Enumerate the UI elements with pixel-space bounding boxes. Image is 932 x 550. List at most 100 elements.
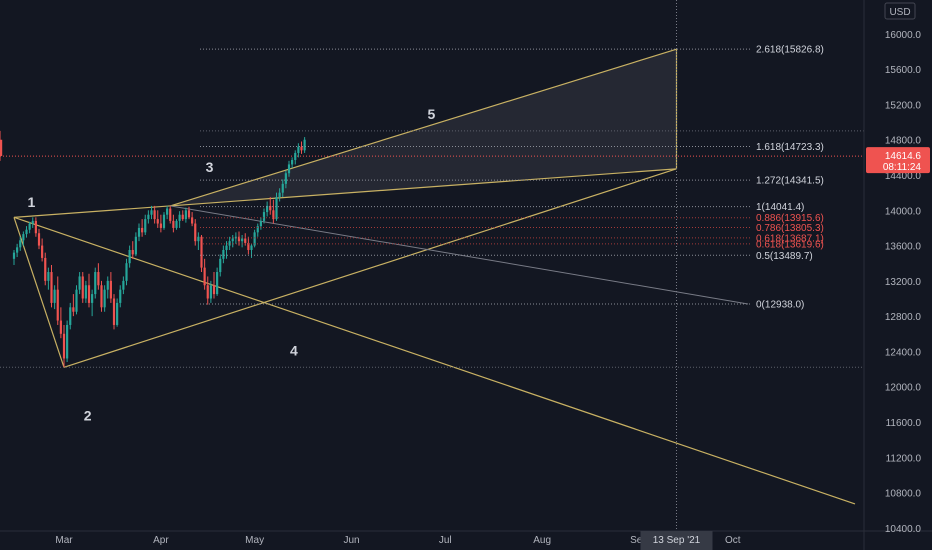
time-tick-label: Mar: [55, 535, 73, 546]
fib-level-label: 0.618(13619.6): [756, 239, 824, 250]
candle: [237, 231, 241, 246]
candle: [47, 267, 50, 290]
candle: [50, 264, 53, 308]
fib-level-label: 2.618(15826.8): [756, 45, 824, 56]
candle: [44, 252, 47, 286]
candle: [19, 236, 22, 251]
svg-text:13 Sep '21: 13 Sep '21: [653, 535, 701, 546]
candle: [266, 201, 269, 217]
candle: [247, 236, 250, 255]
candle: [287, 160, 291, 177]
wave-label: 2: [84, 408, 92, 424]
candle: [116, 298, 119, 327]
time-tick-label: Oct: [725, 535, 741, 546]
candle: [253, 229, 256, 248]
price-tick-label: 10400.0: [885, 524, 922, 535]
candle: [219, 254, 222, 277]
fib-level-label: 0.5(13489.7): [756, 251, 813, 262]
candle: [41, 238, 44, 262]
fib-level-label: 0.886(13915.6): [756, 213, 824, 224]
fib-level-label: 0(12938.0): [756, 299, 804, 310]
candle: [241, 234, 244, 248]
fib-overlap-label: 0.618(13687.1): [756, 233, 824, 244]
wave-labels-layer: 1 2 3 4 5: [27, 106, 435, 424]
fib-level-label: 1(14041.4): [756, 202, 804, 213]
candle: [112, 294, 116, 330]
price-tick-label: 12800.0: [885, 312, 922, 323]
trendline-3-fib0[interactable]: [170, 205, 749, 305]
time-tick-label: Apr: [153, 535, 169, 546]
candle: [0, 137, 3, 161]
candle: [291, 157, 294, 168]
last-price-badge: 14614.608:11:24: [866, 147, 930, 174]
candle: [184, 207, 187, 223]
price-tick-label: 14400.0: [885, 171, 922, 182]
candle: [91, 289, 94, 317]
candle: [103, 285, 106, 312]
candle: [166, 205, 169, 220]
candle: [275, 192, 278, 221]
candle: [156, 210, 159, 228]
candle: [12, 249, 16, 265]
candle: [28, 221, 31, 234]
candle: [31, 217, 34, 228]
trendline-1-3[interactable]: [13, 168, 677, 218]
price-tick-label: 11600.0: [886, 418, 922, 429]
candles-layer: [0, 130, 306, 368]
trendline-1-4[interactable]: [13, 216, 856, 505]
fib-level-label: 1.272(14341.5): [756, 176, 824, 187]
wave-label: 5: [427, 106, 435, 122]
price-tick-label: 16000.0: [885, 30, 922, 41]
price-tick-label: 11200.0: [886, 453, 922, 464]
price-tick-label: 13600.0: [885, 242, 922, 253]
candle: [16, 243, 19, 258]
candle: [212, 272, 216, 299]
candle: [187, 206, 191, 220]
candle: [137, 223, 141, 242]
candle: [216, 267, 219, 296]
candle: [225, 241, 228, 259]
candle: [222, 245, 225, 264]
fib-layer: 2.618(15826.8) 1.618(14723.3) 1.272(14341.…: [200, 45, 824, 310]
wave-label: 4: [290, 342, 298, 358]
price-tick-label: 12400.0: [885, 347, 922, 358]
candle: [269, 197, 272, 215]
candle: [109, 272, 112, 303]
candle: [175, 219, 178, 230]
candle: [181, 210, 184, 221]
svg-text:USD: USD: [889, 7, 910, 18]
candle: [153, 205, 156, 224]
candle: [200, 234, 203, 273]
candle: [84, 280, 87, 303]
candle: [191, 212, 194, 227]
candle: [159, 214, 162, 233]
candle: [122, 276, 125, 295]
candle: [147, 210, 150, 224]
candle: [194, 219, 197, 246]
trendline-2-4[interactable]: [63, 168, 677, 368]
candle: [206, 276, 209, 305]
candle: [22, 231, 25, 246]
candle: [94, 267, 97, 299]
candle: [278, 188, 281, 202]
price-tick-label: 14000.0: [885, 206, 922, 217]
candle: [144, 214, 147, 235]
time-tick-label: Jun: [343, 535, 359, 546]
candle: [81, 272, 84, 303]
candle: [25, 226, 28, 238]
price-tick-label: 15200.0: [885, 100, 922, 111]
wave-label: 3: [206, 159, 214, 175]
trendline-1-2[interactable]: [13, 217, 65, 368]
candle: [169, 205, 172, 224]
price-tick-label: 13200.0: [885, 277, 922, 288]
time-tick-label: Aug: [533, 535, 551, 546]
currency-badge[interactable]: USD: [884, 2, 916, 20]
candle: [234, 232, 237, 244]
price-tick-label: 15600.0: [885, 65, 922, 76]
candle: [72, 294, 75, 317]
candle: [0, 130, 3, 147]
price-tick-label: 12000.0: [885, 383, 922, 394]
